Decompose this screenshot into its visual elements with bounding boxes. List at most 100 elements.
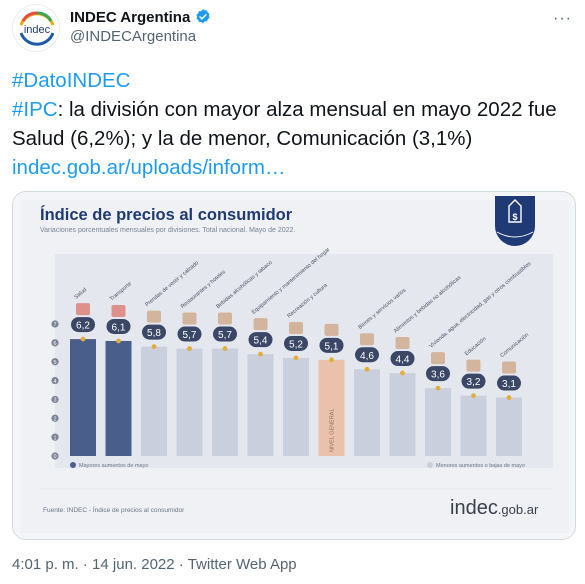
category-icon (289, 321, 303, 334)
tweet-client[interactable]: Twitter Web App (187, 556, 297, 573)
indec-logo: indec (13, 5, 59, 51)
bar-marker (258, 351, 263, 357)
category-icon (431, 352, 445, 365)
bar (389, 373, 416, 456)
legend-low: Menores aumentos o bajas de mayo (436, 463, 525, 469)
y-tick-label: 1 (53, 435, 56, 441)
y-tick-label: 6 (53, 341, 56, 347)
y-tick-dot (51, 339, 59, 347)
tweet-date[interactable]: 14 jun. 2022 (92, 556, 175, 573)
value-pill (284, 335, 308, 351)
value-pill (461, 373, 486, 389)
value-pill (177, 326, 202, 342)
tweet-meta: 4:01 p. m. · 14 jun. 2022 · Twitter Web … (12, 556, 297, 573)
tweet-media-infographic[interactable]: Índice de precios al consumidor Variacio… (12, 191, 576, 540)
bar (496, 397, 522, 456)
value-label: 5,4 (254, 336, 268, 347)
verified-badge-icon (196, 9, 210, 24)
price-tag-badge-icon: $ (495, 196, 535, 246)
y-tick-dot (51, 433, 59, 441)
y-tick-dot (51, 358, 59, 366)
tweet-text: #DatoINDEC #IPC: la división con mayor a… (12, 66, 572, 182)
value-pill (142, 324, 166, 340)
bar-marker (364, 366, 370, 372)
y-tick-dot (51, 376, 59, 385)
display-name[interactable]: INDEC Argentina (70, 8, 191, 26)
value-label: 3,6 (431, 370, 445, 381)
y-tick-dot (51, 395, 59, 404)
hashtag-ipc[interactable]: #IPC (12, 98, 58, 121)
value-label: 5,7 (218, 330, 232, 341)
value-label: 3,2 (467, 377, 481, 388)
source-note: Fuente: INDEC - Índice de precios al con… (43, 505, 185, 514)
value-label: 5,1 (325, 341, 339, 352)
bar-marker (151, 344, 157, 350)
category-icon (76, 303, 90, 316)
value-pill (426, 366, 450, 382)
category-icon (324, 323, 339, 336)
category-icon (466, 359, 481, 372)
bar-marker (187, 346, 192, 351)
y-tick-dot (51, 320, 59, 328)
value-label: 4,4 (396, 355, 410, 366)
hashtag-datoindec[interactable]: #DatoINDEC (12, 69, 131, 92)
value-pill (497, 375, 521, 391)
value-label: 4,6 (360, 351, 374, 362)
svg-text:$: $ (512, 212, 517, 222)
avatar[interactable]: indec (12, 4, 60, 52)
category-icon (111, 304, 126, 317)
name-row: INDEC Argentina (70, 8, 212, 26)
bar (70, 339, 96, 456)
y-tick-label: 5 (53, 360, 56, 366)
bar-marker (506, 395, 512, 400)
bar (247, 354, 274, 456)
y-tick-label: 0 (53, 454, 56, 460)
avatar-text: indec (24, 24, 51, 36)
y-axis: 7 6 5 4 3 2 1 0 (51, 320, 59, 460)
bar-marker (293, 355, 299, 361)
bar (354, 369, 380, 456)
bar (212, 348, 238, 456)
value-pill (213, 326, 237, 342)
value-pill (390, 351, 415, 367)
category-icon (360, 333, 374, 346)
tweet-link[interactable]: indec.gob.ar/uploads/inform… (12, 156, 286, 179)
value-pill (106, 318, 131, 334)
category-icon (395, 337, 410, 350)
bar (105, 340, 132, 456)
user-handle[interactable]: @INDECArgentina (70, 28, 197, 45)
tweet-time[interactable]: 4:01 p. m. (12, 556, 79, 573)
infographic-title: Índice de precios al consumidor (40, 205, 293, 224)
category-icon (502, 361, 516, 374)
bar (460, 395, 487, 456)
y-tick-dot (51, 414, 59, 422)
value-pills: 6,2 6,1 5,8 5,7 5,7 5,4 5,2 5,1 4,6 4,4 3,6 3,2 3,1 (71, 303, 521, 391)
category-icon (253, 318, 268, 331)
bar-marker (329, 357, 334, 363)
legend-low-swatch (427, 462, 433, 468)
bar-marker (400, 370, 405, 376)
bar (141, 346, 167, 456)
bar-marker (222, 346, 228, 351)
bar (176, 348, 203, 456)
y-tick-dot (51, 452, 59, 460)
category-icon (147, 310, 161, 323)
bar-marker (435, 385, 441, 391)
category-icon (218, 312, 232, 325)
bar-marker (116, 338, 121, 344)
value-label: 5,7 (183, 330, 197, 341)
more-options-icon[interactable]: ··· (553, 10, 572, 27)
tweet-body: : la división con mayor alza mensual en … (12, 98, 557, 150)
bar (283, 357, 309, 456)
y-tick-label: 2 (53, 416, 56, 422)
bar (318, 359, 345, 456)
value-pill (71, 317, 95, 333)
value-label: 6,1 (112, 322, 126, 333)
category-icon (182, 312, 197, 325)
infographic-subtitle: Variaciones porcentuales mensuales por d… (40, 227, 295, 234)
legend-high: Mayores aumentos de mayo (79, 463, 148, 469)
value-pill (248, 332, 273, 348)
brand-logo: indec.gob.ar (450, 497, 539, 519)
value-label: 5,8 (147, 328, 161, 339)
legend-high-swatch (70, 462, 76, 468)
